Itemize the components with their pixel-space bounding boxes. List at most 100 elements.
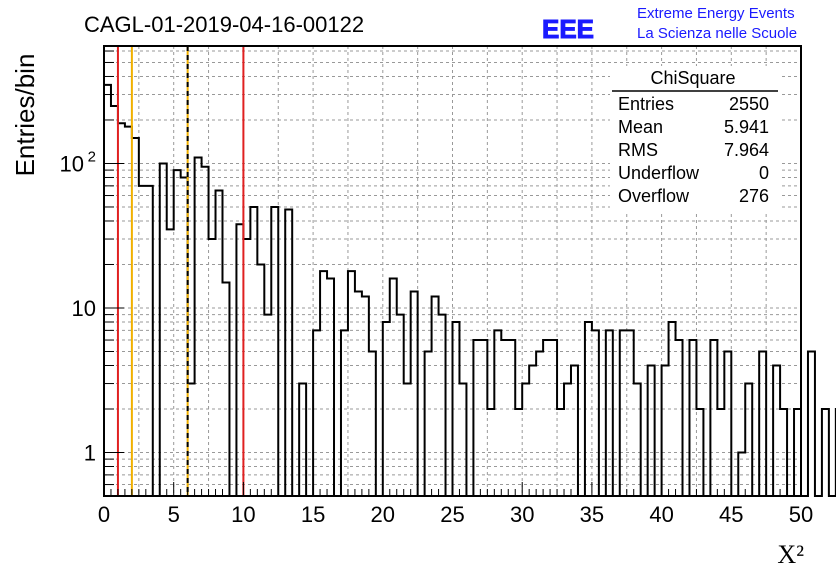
histogram-bin (501, 340, 508, 496)
histogram-bin (264, 315, 271, 496)
histogram-bin (139, 186, 146, 496)
stats-row-value: 5.941 (724, 117, 769, 137)
chart-title: CAGL-01-2019-04-16-00122 (84, 12, 364, 37)
histogram-bin (320, 271, 327, 496)
histogram-bin (724, 351, 731, 496)
histogram-bin (536, 351, 543, 496)
stats-row-label: RMS (618, 140, 658, 160)
histogram-bin (543, 340, 550, 496)
stats-row-value: 7.964 (724, 140, 769, 160)
y-tick-label: 1 (84, 440, 96, 465)
stats-row-label: Entries (618, 94, 674, 114)
histogram-bin (355, 292, 362, 496)
histogram-bin (285, 210, 292, 496)
logo-line1: Extreme Energy Events (637, 5, 795, 22)
histogram-bin (480, 340, 487, 496)
histogram-bin (669, 322, 676, 496)
x-axis-ticks: 0 5 10 15 20 25 30 35 40 45 50 (98, 482, 813, 527)
histogram-bin (648, 365, 655, 496)
histogram-bin (118, 123, 125, 496)
x-tick-label: 45 (719, 502, 743, 527)
x-tick-label: 0 (98, 502, 110, 527)
histogram-bin (571, 365, 578, 496)
histogram-bin (738, 452, 745, 496)
histogram-bin (439, 315, 446, 496)
stats-row-value: 276 (739, 186, 769, 206)
stats-box: ChiSquare Entries 2550 Mean 5.941 RMS 7.964 Un… (610, 66, 780, 212)
histogram-bin (696, 409, 703, 496)
y-tick-label: 10 (72, 296, 96, 321)
histogram-bin (167, 229, 174, 496)
histogram-bin (341, 330, 348, 496)
histogram-bin (132, 138, 139, 496)
histogram-bin (515, 409, 522, 496)
histogram-bin (620, 330, 627, 496)
histogram-bin (627, 330, 634, 496)
histogram-bin (564, 384, 571, 496)
histogram-bin (522, 384, 529, 496)
histogram-bin (257, 264, 264, 496)
logo-line2: La Scienza nelle Scuole (637, 25, 797, 42)
histogram-bin (473, 340, 480, 496)
histogram-bin (780, 409, 787, 496)
stats-row-label: Underflow (618, 163, 700, 183)
histogram-bin (808, 351, 815, 496)
reference-lines (116, 46, 245, 496)
stats-row-label: Mean (618, 117, 663, 137)
histogram-bin (250, 207, 257, 496)
histogram-bin (794, 409, 801, 496)
x-tick-label: 50 (789, 502, 813, 527)
histogram-bin (411, 292, 418, 496)
stats-rows: Entries 2550 Mean 5.941 RMS 7.964 Underflow 0 Ov… (618, 94, 769, 206)
histogram-bin (383, 322, 390, 496)
histogram-bin (459, 384, 466, 496)
histogram-bin (390, 278, 397, 496)
histogram-bin (634, 384, 641, 496)
x-tick-label: 30 (510, 502, 534, 527)
histogram-bin (487, 409, 494, 496)
logo-mark: EEE (542, 14, 594, 44)
histogram-bin (160, 163, 167, 496)
histogram-bin (529, 365, 536, 496)
x-tick-label: 20 (371, 502, 395, 527)
histogram-bin (759, 351, 766, 496)
histogram-bin (606, 330, 613, 496)
histogram-bin (271, 207, 278, 496)
y-tick-label: 10 (60, 151, 84, 176)
x-tick-label: 10 (231, 502, 255, 527)
y-tick-label-exponent: 2 (88, 148, 96, 165)
eee-logo: EEE Extreme Energy Events La Scienza nel… (542, 5, 798, 45)
histogram-bin (195, 157, 202, 496)
histogram-bin (494, 330, 501, 496)
histogram-bin (453, 322, 460, 496)
histogram-bin (222, 283, 229, 496)
stats-row-label: Overflow (618, 186, 690, 206)
stats-row-value: 2550 (729, 94, 769, 114)
y-axis-label: Entries/bin (10, 54, 40, 177)
histogram-bin (188, 384, 195, 496)
histogram-bin (313, 330, 320, 496)
stats-title: ChiSquare (650, 68, 735, 88)
histogram-bin (662, 365, 669, 496)
histogram-bin (299, 384, 306, 496)
histogram-bin (216, 191, 223, 496)
histogram-bin (104, 85, 111, 496)
histogram-bin (676, 340, 683, 496)
histogram-bin (125, 127, 132, 496)
x-tick-label: 40 (649, 502, 673, 527)
histogram-bin (432, 297, 439, 496)
histogram-bin (773, 365, 780, 496)
histogram-bin (550, 340, 557, 496)
histogram-bin (397, 315, 404, 496)
histogram-bin (243, 239, 250, 496)
stats-row-value: 0 (759, 163, 769, 183)
x-tick-label: 5 (168, 502, 180, 527)
histogram-bin (585, 322, 592, 496)
x-tick-label: 25 (440, 502, 464, 527)
histogram-bin (508, 340, 515, 496)
histogram-bin (689, 340, 696, 496)
x-axis-label: X² (777, 540, 804, 569)
x-tick-label: 15 (301, 502, 325, 527)
